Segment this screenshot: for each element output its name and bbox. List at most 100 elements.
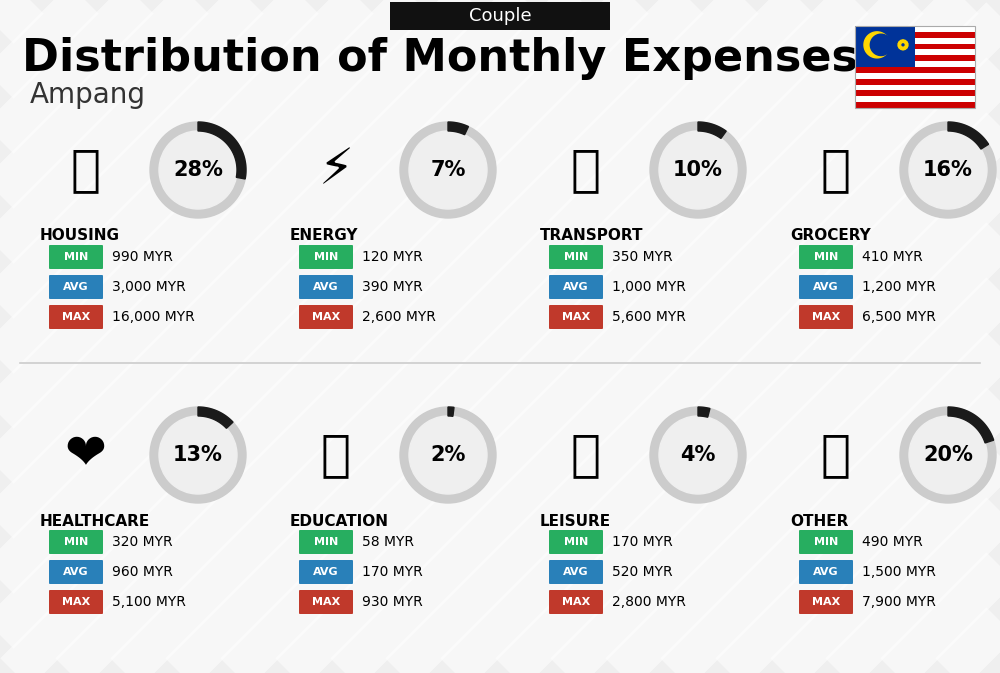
Text: 4%: 4% [680,445,716,465]
Polygon shape [864,32,890,58]
Text: 410 MYR: 410 MYR [862,250,923,264]
Circle shape [659,131,737,209]
FancyBboxPatch shape [799,530,853,554]
Circle shape [650,407,746,503]
Polygon shape [198,407,233,428]
Polygon shape [698,407,710,417]
Text: 16%: 16% [923,160,973,180]
Polygon shape [903,40,905,43]
Polygon shape [899,46,902,49]
Text: MAX: MAX [62,597,90,607]
Text: 170 MYR: 170 MYR [362,565,423,579]
Polygon shape [901,40,903,43]
Text: 390 MYR: 390 MYR [362,280,423,294]
Polygon shape [904,46,907,49]
Polygon shape [905,46,908,48]
FancyBboxPatch shape [855,61,975,67]
Text: EDUCATION: EDUCATION [290,513,389,528]
Text: Ampang: Ampang [30,81,146,109]
FancyBboxPatch shape [390,2,610,30]
FancyBboxPatch shape [855,26,915,67]
Polygon shape [948,122,989,149]
Text: 🚌: 🚌 [571,146,601,194]
Text: 490 MYR: 490 MYR [862,535,923,549]
Polygon shape [903,47,905,50]
Text: MIN: MIN [564,252,588,262]
Text: 👛: 👛 [821,431,851,479]
Text: GROCERY: GROCERY [790,229,871,244]
FancyBboxPatch shape [855,32,975,38]
FancyBboxPatch shape [549,275,603,299]
FancyBboxPatch shape [855,38,975,44]
Text: AVG: AVG [563,282,589,292]
Polygon shape [448,122,468,135]
Circle shape [900,122,996,218]
FancyBboxPatch shape [299,245,353,269]
Text: 120 MYR: 120 MYR [362,250,423,264]
FancyBboxPatch shape [799,590,853,614]
Text: MIN: MIN [314,537,338,547]
Text: MAX: MAX [812,597,840,607]
FancyBboxPatch shape [49,275,103,299]
Circle shape [909,131,987,209]
Text: 🎓: 🎓 [321,431,351,479]
Polygon shape [448,407,454,417]
Text: ⚡: ⚡ [318,146,354,194]
FancyBboxPatch shape [855,73,975,79]
Text: 960 MYR: 960 MYR [112,565,173,579]
Polygon shape [898,44,901,46]
Circle shape [159,131,237,209]
Text: HOUSING: HOUSING [40,229,120,244]
Text: 🛍️: 🛍️ [571,431,601,479]
Text: 13%: 13% [173,445,223,465]
Text: Couple: Couple [469,7,531,25]
Text: ENERGY: ENERGY [290,229,358,244]
FancyBboxPatch shape [549,245,603,269]
FancyBboxPatch shape [549,590,603,614]
Text: ❤️: ❤️ [65,431,107,479]
Polygon shape [948,407,994,443]
FancyBboxPatch shape [49,245,103,269]
Text: 10%: 10% [673,160,723,180]
Circle shape [409,416,487,494]
Circle shape [900,407,996,503]
Text: 1,200 MYR: 1,200 MYR [862,280,936,294]
Text: 990 MYR: 990 MYR [112,250,173,264]
Text: AVG: AVG [313,282,339,292]
Text: LEISURE: LEISURE [540,513,611,528]
Polygon shape [870,34,892,55]
FancyBboxPatch shape [299,560,353,584]
Text: OTHER: OTHER [790,513,848,528]
FancyBboxPatch shape [49,305,103,329]
FancyBboxPatch shape [855,44,975,49]
Text: AVG: AVG [63,567,89,577]
Polygon shape [905,44,908,46]
Polygon shape [898,42,901,44]
Text: 170 MYR: 170 MYR [612,535,673,549]
Text: 16,000 MYR: 16,000 MYR [112,310,195,324]
Text: MAX: MAX [562,312,590,322]
Text: AVG: AVG [63,282,89,292]
FancyBboxPatch shape [799,305,853,329]
FancyBboxPatch shape [855,96,975,102]
Text: HEALTHCARE: HEALTHCARE [40,513,150,528]
Text: 28%: 28% [173,160,223,180]
FancyBboxPatch shape [299,305,353,329]
Text: MIN: MIN [314,252,338,262]
Text: 7,900 MYR: 7,900 MYR [862,595,936,609]
Text: MAX: MAX [312,597,340,607]
FancyBboxPatch shape [799,245,853,269]
FancyBboxPatch shape [799,560,853,584]
Text: 🛍: 🛍 [821,146,851,194]
Text: AVG: AVG [313,567,339,577]
Text: 5,600 MYR: 5,600 MYR [612,310,686,324]
Polygon shape [905,42,908,44]
Text: TRANSPORT: TRANSPORT [540,229,644,244]
Text: AVG: AVG [813,567,839,577]
Polygon shape [198,122,246,179]
FancyBboxPatch shape [49,590,103,614]
Text: 20%: 20% [923,445,973,465]
Text: 5,100 MYR: 5,100 MYR [112,595,186,609]
Circle shape [409,131,487,209]
FancyBboxPatch shape [49,530,103,554]
